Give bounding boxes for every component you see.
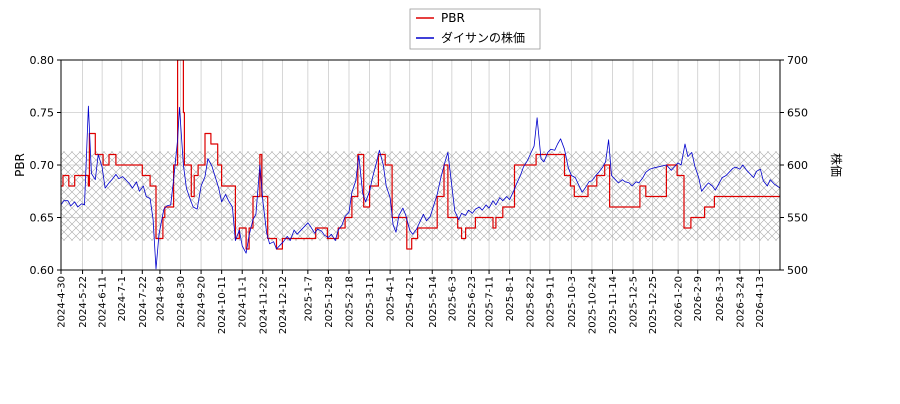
x-tick-label: 2026-3-3 <box>715 276 726 321</box>
x-tick-label: 2025-2-18 <box>344 276 355 328</box>
x-tick-label: 2024-4-30 <box>57 276 68 328</box>
x-tick-label: 2024-9-20 <box>197 276 208 328</box>
right-tick-label: 700 <box>787 54 808 67</box>
x-tick-label: 2025-7-11 <box>485 276 496 328</box>
x-tick-label: 2025-10-3 <box>567 276 578 328</box>
x-tick-label: 2025-12-25 <box>648 276 659 334</box>
left-axis: 0.60 0.65 0.70 0.75 0.80 <box>30 54 61 277</box>
left-tick-label: 0.80 <box>30 54 55 67</box>
x-tick-label: 2025-5-14 <box>428 276 439 328</box>
x-tick-label: 2024-11-22 <box>258 276 269 334</box>
x-tick-label: 2026-3-24 <box>735 276 746 328</box>
x-tick-label: 2025-6-23 <box>467 276 478 328</box>
x-tick-label: 2026-4-13 <box>755 276 766 328</box>
x-tick-label: 2024-5-22 <box>78 276 89 328</box>
x-tick-label: 2025-12-5 <box>629 276 640 328</box>
right-tick-label: 550 <box>787 212 808 225</box>
x-tick-label: 2025-11-14 <box>608 276 619 334</box>
series-layer <box>61 60 780 270</box>
left-tick-label: 0.60 <box>30 264 55 277</box>
legend-box <box>409 8 541 50</box>
x-tick-label: 2024-12-12 <box>278 276 289 334</box>
x-tick-label: 2024-7-22 <box>138 276 149 328</box>
series-line-price <box>61 105 780 270</box>
x-tick-label: 2025-4-21 <box>405 276 416 328</box>
legend-label-price: ダイサンの株価 <box>441 30 525 45</box>
right-axis-label: 株価 <box>829 153 844 177</box>
right-tick-label: 600 <box>787 159 808 172</box>
x-tick-label: 2024-8-30 <box>176 276 187 328</box>
legend: PBR ダイサンの株価 <box>409 8 541 50</box>
x-tick-label: 2025-3-11 <box>365 276 376 328</box>
left-tick-label: 0.65 <box>30 212 55 225</box>
left-tick-label: 0.70 <box>30 159 55 172</box>
left-axis-label: PBR <box>13 153 27 177</box>
series-line-pbr <box>61 60 780 250</box>
left-tick-label: 0.75 <box>30 107 55 120</box>
x-tick-label: 2025-4-1 <box>386 276 397 321</box>
x-tick-label: 2026-2-9 <box>693 276 704 321</box>
right-tick-label: 650 <box>787 107 808 120</box>
right-tick-label: 500 <box>787 264 808 277</box>
x-tick-label: 2024-11-1 <box>238 276 249 328</box>
x-tick-label: 2025-8-22 <box>526 276 537 328</box>
x-tick-label: 2026-1-20 <box>674 276 685 328</box>
x-tick-label: 2024-10-11 <box>217 276 228 334</box>
x-tick-label: 2025-8-1 <box>505 276 516 321</box>
x-tick-label: 2025-10-24 <box>587 276 598 334</box>
x-axis: 2024-4-30 2024-5-22 2024-6-11 2024-7-1 2024-… <box>57 270 766 334</box>
x-tick-label: 2024-6-11 <box>98 276 109 328</box>
legend-label-pbr: PBR <box>441 11 465 25</box>
x-tick-label: 2025-1-7 <box>303 276 314 321</box>
x-tick-label: 2025-6-3 <box>447 276 458 321</box>
x-tick-label: 2024-7-1 <box>117 276 128 321</box>
right-axis: 500 550 600 650 700 <box>780 54 808 277</box>
x-tick-label: 2024-8-9 <box>155 276 166 321</box>
x-tick-label: 2025-1-28 <box>324 276 335 328</box>
x-tick-label: 2025-9-11 <box>545 276 556 328</box>
